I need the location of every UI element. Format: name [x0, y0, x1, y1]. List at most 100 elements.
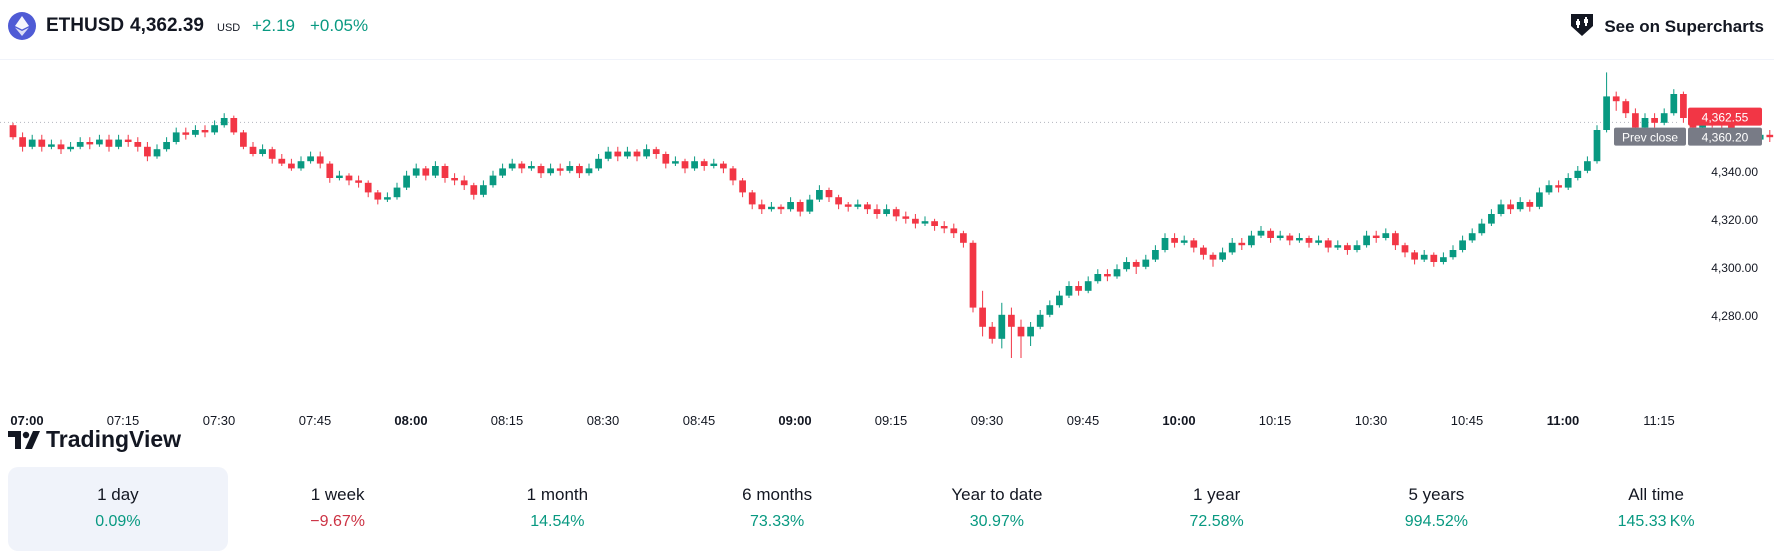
last-price: 4,362.39	[130, 15, 204, 36]
period-1-week[interactable]: 1 week −9.67%	[228, 467, 448, 551]
candle-body	[1353, 245, 1361, 250]
period-performance: 0.09%	[95, 513, 141, 530]
candle-body	[576, 166, 583, 174]
candle-body	[1545, 185, 1553, 193]
period-performance: 14.54%	[530, 513, 585, 530]
candle-body	[1075, 286, 1082, 291]
candle-body	[1036, 314, 1044, 327]
x-axis-tick-label: 08:45	[683, 413, 716, 428]
candle-body	[172, 132, 180, 142]
candle-body	[96, 139, 103, 145]
price-chart[interactable]: 4,280.00 4,300.00 4,320.00 4,340.00 4,362.55…	[0, 62, 1774, 452]
candle-body	[384, 197, 391, 200]
candle-body	[739, 180, 746, 193]
candle-body	[1766, 134, 1774, 138]
candlestick-chart[interactable]: 4,280.00 4,300.00 4,320.00 4,340.00 4,362.55…	[0, 62, 1774, 432]
candle-body	[268, 149, 276, 159]
candle-body	[643, 149, 650, 157]
candle-body	[1113, 269, 1121, 277]
period-6-months[interactable]: 6 months 73.33%	[667, 467, 887, 551]
candle-body	[1536, 192, 1543, 207]
candle-body	[921, 221, 929, 224]
candle-body	[1680, 94, 1687, 118]
candle-body	[86, 142, 94, 145]
ethereum-icon	[8, 12, 36, 40]
candle-body	[460, 180, 468, 186]
candle-body	[873, 209, 881, 214]
candle-body	[1209, 254, 1217, 260]
period-label: 1 month	[526, 485, 589, 504]
period-1-year[interactable]: 1 year 72.58%	[1107, 467, 1327, 551]
candle-body	[1286, 235, 1294, 241]
candle-body	[1008, 314, 1015, 327]
supercharts-icon	[1568, 12, 1596, 43]
candle-body	[230, 118, 238, 133]
candle-body	[1728, 125, 1735, 130]
candle-body	[710, 163, 718, 166]
candle-body	[1632, 113, 1639, 128]
candle-body	[796, 202, 804, 212]
period-all-time[interactable]: All time 145.33 K%	[1546, 467, 1766, 551]
candle-body	[624, 151, 631, 157]
period-5-years[interactable]: 5 years 994.52%	[1327, 467, 1547, 551]
candle-body	[960, 233, 967, 243]
candle-body	[614, 151, 622, 157]
period-label: Year to date	[951, 485, 1043, 504]
candle-body	[1488, 214, 1495, 224]
candle-body	[998, 314, 1006, 339]
candle-body	[988, 326, 996, 339]
candle-body	[201, 130, 209, 133]
candle-body	[931, 221, 938, 226]
candle-body	[1228, 242, 1236, 253]
candle-body	[1171, 238, 1178, 243]
x-axis-tick-label: 10:15	[1259, 413, 1292, 428]
candle-body	[758, 204, 766, 210]
see-on-supercharts-link[interactable]: See on Supercharts	[1568, 12, 1764, 42]
period-label: 1 year	[1193, 485, 1241, 504]
candle-body	[1593, 130, 1601, 162]
period-performance: 994.52%	[1404, 513, 1468, 530]
period-year-to-date[interactable]: Year to date 30.97%	[887, 467, 1107, 551]
period-label: All time	[1628, 485, 1684, 504]
candle-body	[489, 175, 497, 186]
tradingview-logo-icon	[8, 430, 40, 449]
candle-body	[729, 168, 737, 181]
candle-body	[528, 166, 535, 169]
symbol-header: ETHUSD 4,362.39 USD +2.19 +0.05% See on …	[0, 0, 1774, 60]
x-axis-tick-label: 10:00	[1162, 413, 1195, 428]
candle-body	[163, 142, 170, 150]
candle-body	[1334, 245, 1342, 248]
candle-body	[681, 161, 689, 169]
candle-body	[864, 204, 871, 210]
candle-body	[1641, 118, 1649, 128]
candle-body	[518, 163, 526, 169]
prev-close-value-tag	[1688, 127, 1762, 146]
candle-body	[124, 139, 132, 142]
candle-body	[1180, 240, 1188, 243]
candle-body	[480, 185, 487, 195]
candle-body	[134, 142, 142, 147]
candle-body	[1574, 170, 1582, 178]
candle-body	[1027, 326, 1034, 337]
candle-body	[76, 142, 84, 147]
candle-body	[307, 156, 314, 162]
y-axis-tick-label: 4,340.00	[1711, 165, 1758, 179]
period-1-month[interactable]: 1 month 14.54%	[448, 467, 668, 551]
candle-body	[259, 149, 266, 154]
period-1-day[interactable]: 1 day 0.09%	[8, 467, 228, 551]
candle-body	[508, 163, 516, 169]
candle-body	[316, 156, 324, 164]
supercharts-label: See on Supercharts	[1604, 17, 1764, 36]
candle-body	[144, 146, 151, 157]
candle-body	[1449, 250, 1457, 258]
x-axis-tick-label: 09:45	[1067, 413, 1100, 428]
candle-body	[1324, 240, 1332, 248]
candle-body	[288, 163, 295, 169]
candle-body	[1046, 305, 1054, 315]
x-axis-tick-label: 08:30	[587, 413, 620, 428]
x-axis-tick-label: 10:45	[1451, 413, 1484, 428]
candle-body	[1372, 235, 1380, 238]
x-axis-tick-label: 09:30	[971, 413, 1004, 428]
candle-body	[604, 151, 612, 159]
candle-body	[585, 168, 593, 174]
